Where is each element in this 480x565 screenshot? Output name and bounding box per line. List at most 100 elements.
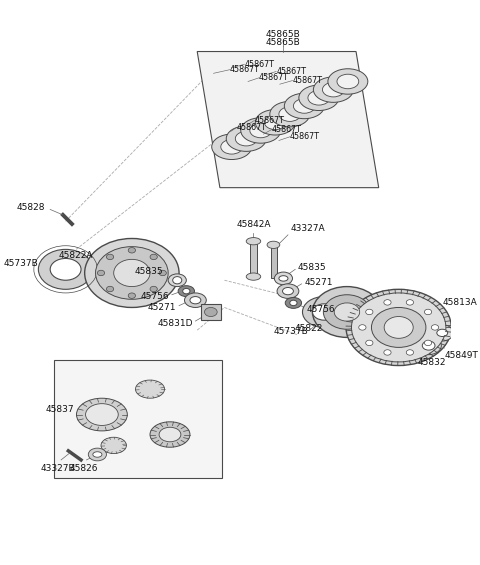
Bar [201, 304, 221, 320]
Bar [271, 246, 277, 277]
Ellipse shape [85, 403, 118, 425]
Ellipse shape [150, 286, 157, 292]
Ellipse shape [432, 325, 453, 341]
Ellipse shape [50, 258, 81, 280]
Ellipse shape [366, 309, 373, 315]
Ellipse shape [184, 293, 206, 307]
Ellipse shape [135, 380, 165, 398]
Ellipse shape [246, 237, 261, 245]
Ellipse shape [114, 259, 150, 286]
Ellipse shape [168, 274, 186, 286]
Polygon shape [197, 51, 379, 188]
Ellipse shape [267, 241, 280, 249]
Text: 45835: 45835 [298, 263, 326, 272]
Text: 45865B: 45865B [266, 30, 301, 39]
Ellipse shape [384, 299, 391, 305]
Ellipse shape [424, 309, 432, 315]
Ellipse shape [312, 286, 382, 337]
Ellipse shape [275, 272, 292, 285]
Text: 45867T: 45867T [244, 60, 275, 69]
Ellipse shape [299, 85, 339, 111]
Ellipse shape [235, 132, 257, 146]
Text: 45842A: 45842A [236, 220, 271, 229]
Ellipse shape [283, 288, 293, 295]
Ellipse shape [313, 77, 353, 102]
Ellipse shape [96, 247, 168, 299]
Ellipse shape [150, 422, 190, 447]
Ellipse shape [384, 316, 413, 338]
Ellipse shape [97, 270, 105, 276]
Ellipse shape [76, 398, 127, 431]
Text: 45837: 45837 [46, 405, 75, 414]
Text: 45832: 45832 [417, 358, 445, 367]
Ellipse shape [285, 298, 301, 308]
Ellipse shape [359, 325, 366, 330]
Ellipse shape [284, 93, 324, 119]
Ellipse shape [173, 277, 182, 284]
Ellipse shape [183, 288, 190, 294]
Text: 45828: 45828 [16, 203, 45, 212]
Text: 45865B: 45865B [266, 38, 301, 47]
Ellipse shape [93, 452, 102, 457]
Ellipse shape [290, 300, 297, 306]
Ellipse shape [312, 304, 336, 320]
Ellipse shape [246, 273, 261, 280]
Ellipse shape [107, 286, 114, 292]
Ellipse shape [88, 448, 107, 461]
Ellipse shape [107, 254, 114, 260]
Text: 45756: 45756 [307, 305, 336, 314]
Ellipse shape [270, 102, 310, 127]
Ellipse shape [178, 286, 194, 297]
Text: 45867T: 45867T [259, 73, 289, 82]
Text: 45867T: 45867T [254, 116, 284, 125]
Ellipse shape [293, 99, 315, 113]
Text: 45737B: 45737B [273, 328, 308, 337]
Text: 45737B: 45737B [4, 259, 38, 268]
Text: 45867T: 45867T [276, 67, 306, 76]
Ellipse shape [366, 340, 373, 346]
Ellipse shape [334, 303, 360, 321]
Ellipse shape [190, 297, 201, 304]
Ellipse shape [372, 307, 426, 347]
Ellipse shape [437, 329, 448, 337]
Text: 45867T: 45867T [292, 76, 323, 85]
Text: 45826: 45826 [70, 463, 98, 472]
Ellipse shape [406, 350, 414, 355]
FancyBboxPatch shape [54, 360, 222, 478]
Ellipse shape [279, 107, 300, 121]
Ellipse shape [255, 110, 295, 135]
Ellipse shape [351, 293, 446, 362]
Ellipse shape [277, 284, 299, 298]
Ellipse shape [279, 276, 288, 281]
Ellipse shape [346, 289, 451, 366]
Text: 43327A: 43327A [291, 224, 325, 233]
Text: 45822: 45822 [295, 324, 324, 333]
Ellipse shape [221, 140, 242, 154]
Ellipse shape [128, 293, 135, 298]
Ellipse shape [204, 307, 217, 316]
Text: 45271: 45271 [148, 303, 176, 312]
Ellipse shape [226, 126, 266, 151]
Text: 45756: 45756 [141, 292, 169, 301]
Ellipse shape [328, 69, 368, 94]
Text: 45867T: 45867T [236, 123, 266, 132]
Ellipse shape [323, 82, 344, 97]
Ellipse shape [128, 247, 135, 253]
Text: 45867T: 45867T [290, 132, 320, 141]
Ellipse shape [416, 337, 441, 355]
Ellipse shape [150, 254, 157, 260]
Ellipse shape [250, 123, 272, 138]
Ellipse shape [406, 299, 414, 305]
Ellipse shape [159, 427, 181, 442]
Text: 45813A: 45813A [442, 298, 477, 307]
Ellipse shape [308, 90, 330, 105]
Ellipse shape [38, 249, 93, 289]
Text: 45271: 45271 [304, 277, 333, 286]
Text: 45867T: 45867T [230, 65, 260, 74]
Ellipse shape [424, 340, 432, 346]
Ellipse shape [212, 134, 252, 159]
Ellipse shape [264, 115, 286, 129]
Text: 45822A: 45822A [59, 251, 93, 260]
Text: 45867T: 45867T [272, 125, 301, 134]
Text: 43327B: 43327B [40, 463, 75, 472]
